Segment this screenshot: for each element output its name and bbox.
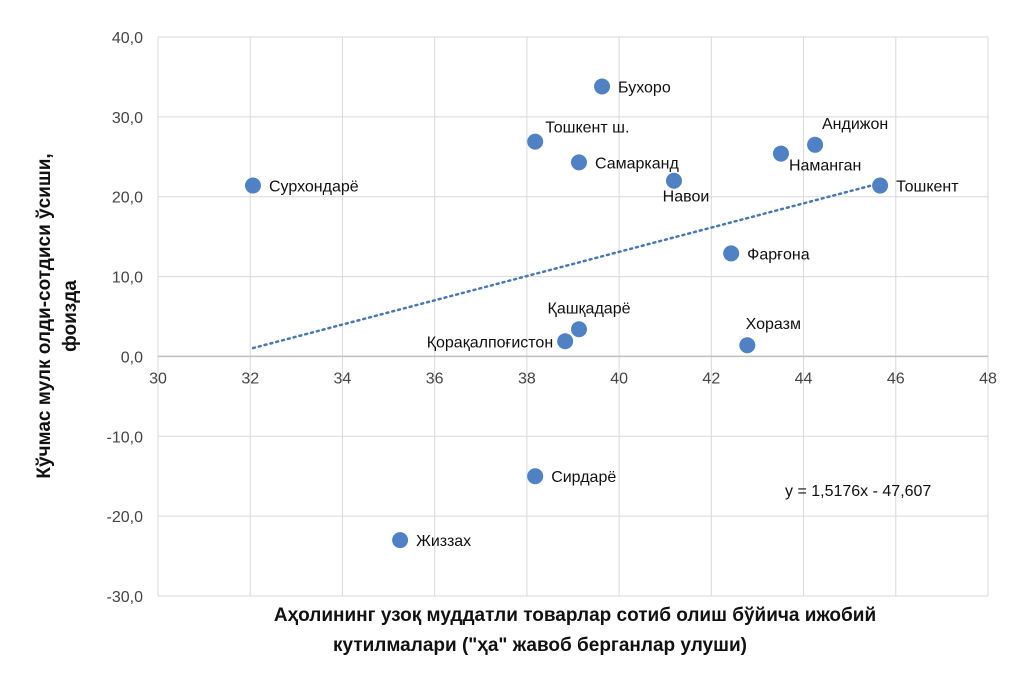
x-tick-label: 38 xyxy=(518,370,536,387)
x-tick-label: 42 xyxy=(702,370,720,387)
data-label: Навои xyxy=(663,189,710,206)
data-label: Андижон xyxy=(822,116,888,133)
y-axis-title-line1: Кўчмас мулк олди-сотдиси ўсиши, xyxy=(34,153,55,478)
data-point xyxy=(739,337,756,354)
data-point xyxy=(872,177,889,194)
y-tick-label: 10,0 xyxy=(112,270,143,287)
data-point xyxy=(807,136,824,153)
x-tick-label: 36 xyxy=(426,370,444,387)
x-tick-label: 34 xyxy=(334,370,352,387)
data-point xyxy=(527,468,544,485)
y-tick-label: 0,0 xyxy=(121,349,143,366)
data-label: Бухоро xyxy=(618,80,671,97)
x-axis-title-line2: кутилмалари ("ҳа" жавоб берганлар улуши) xyxy=(333,635,747,656)
data-point xyxy=(570,154,587,171)
data-label: Сирдарё xyxy=(551,469,616,486)
x-tick-label: 44 xyxy=(795,370,813,387)
data-label: Сурхондарё xyxy=(269,179,359,196)
x-tick-label: 32 xyxy=(241,370,259,387)
x-tick-label: 48 xyxy=(979,370,997,387)
data-label: Фарғона xyxy=(747,246,810,263)
x-tick-label: 30 xyxy=(149,370,167,387)
data-point xyxy=(392,532,409,549)
data-point xyxy=(665,172,682,189)
x-axis-title-line1: Аҳолининг узоқ муддатли товарлар сотиб о… xyxy=(274,605,876,626)
data-point xyxy=(772,145,789,162)
y-tick-label: -30,0 xyxy=(107,589,144,606)
data-point xyxy=(527,133,544,150)
y-tick-label: -10,0 xyxy=(107,429,144,446)
y-tick-label: -20,0 xyxy=(107,509,144,526)
data-label: Хоразм xyxy=(746,316,801,333)
tick-labels: 30 32 34 36 38 40 42 44 46 48 40,0 30,0 20,0 10,0 0,0 -… xyxy=(107,30,997,606)
data-label: Жиззах xyxy=(416,533,471,550)
data-label: Наманган xyxy=(789,158,861,175)
data-point xyxy=(244,177,261,194)
data-label: Қашқадарё xyxy=(548,300,631,317)
data-point xyxy=(723,245,740,262)
trendline-path xyxy=(251,181,882,350)
x-tick-label: 46 xyxy=(887,370,905,387)
data-point xyxy=(557,333,574,350)
trendline-equation: y = 1,5176x - 47,607 xyxy=(785,483,931,500)
data-point xyxy=(570,321,587,338)
y-tick-label: 20,0 xyxy=(112,190,143,207)
data-label: Самарканд xyxy=(595,155,680,172)
data-points: Сурхондарё Бухоро Тошкент ш. Самарканд Навои… xyxy=(244,78,959,550)
y-tick-label: 30,0 xyxy=(112,110,143,127)
y-axis-title-line2: фоизда xyxy=(60,280,81,352)
data-label: Қорақалпоғистон xyxy=(427,334,553,351)
x-tick-label: 40 xyxy=(610,370,628,387)
gridlines xyxy=(157,36,989,597)
data-point xyxy=(594,78,611,95)
trendline xyxy=(251,181,882,350)
data-label: Тошкент ш. xyxy=(545,120,629,137)
y-tick-label: 40,0 xyxy=(112,30,143,47)
data-label: Тошкент xyxy=(896,179,959,196)
